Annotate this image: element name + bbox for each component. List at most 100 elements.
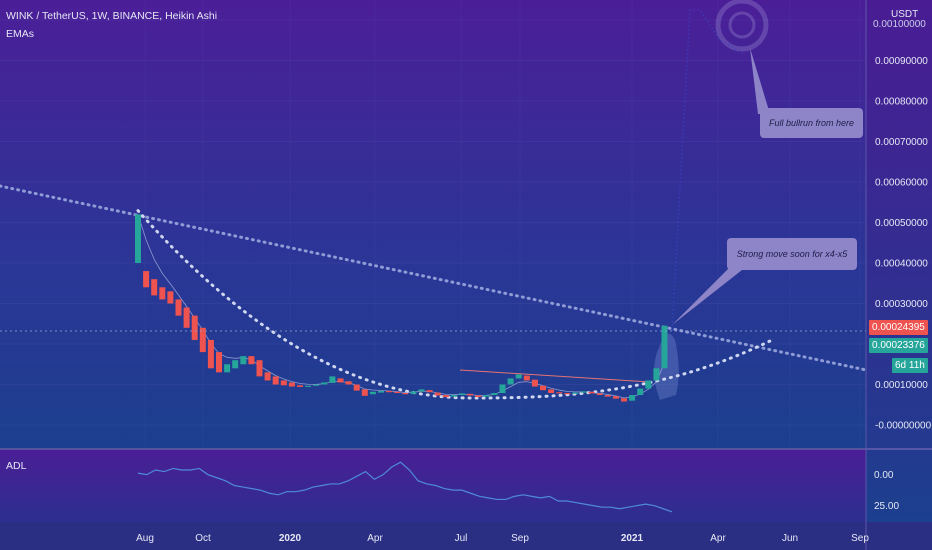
candle <box>361 389 368 396</box>
ema-price-badge: 0.00023376 <box>869 338 928 353</box>
time-tick: Oct <box>195 533 211 544</box>
time-axis-ticks: Aug Oct 2020 Apr Jul Sep 2021 Apr Jun Sep <box>136 533 869 544</box>
parabolic-curve[interactable] <box>136 9 772 400</box>
time-tick: Apr <box>710 533 726 544</box>
price-tick: 0.00040000 <box>875 259 928 270</box>
candle <box>564 393 571 395</box>
candle <box>588 391 595 394</box>
candle <box>434 392 441 396</box>
candle <box>580 391 587 393</box>
time-tick: 2021 <box>621 533 644 544</box>
candle <box>143 271 150 288</box>
candle <box>548 389 555 394</box>
main-pane-bg <box>0 0 866 448</box>
projection-path <box>671 9 746 331</box>
price-unit: USDT <box>891 9 918 20</box>
candle <box>556 392 563 394</box>
descending-trendline[interactable] <box>0 184 868 372</box>
candle <box>604 395 611 397</box>
candle <box>596 393 603 396</box>
time-tick: Sep <box>511 533 529 544</box>
candle <box>159 287 166 300</box>
callout-full-bullrun[interactable]: Full bullrun from here <box>760 108 863 138</box>
candle <box>183 307 190 328</box>
price-axis-ticks: 0.00090000 0.00080000 0.00070000 0.00060000… <box>875 56 932 432</box>
candle <box>483 395 490 397</box>
parabola-path[interactable] <box>136 209 772 400</box>
candle <box>450 395 457 397</box>
adl-label[interactable]: ADL <box>6 460 27 472</box>
callout-strong-move[interactable]: Strong move soon for x4-x5 <box>727 238 857 270</box>
price-tick: 0.00070000 <box>875 137 928 148</box>
candle <box>426 390 433 393</box>
candle <box>629 395 636 401</box>
symbol-title[interactable]: WINK / TetherUS, 1W, BINANCE, Heikin Ash… <box>6 10 218 22</box>
candle <box>175 299 182 316</box>
adl-tick-0: 0.00 <box>874 470 894 481</box>
time-tick: Aug <box>136 533 154 544</box>
ema-segment <box>459 369 651 383</box>
candle <box>321 382 328 385</box>
candle <box>442 395 449 398</box>
candle <box>280 380 287 386</box>
candle <box>612 396 619 399</box>
price-tick: 0.00050000 <box>875 218 928 229</box>
candle <box>661 325 668 369</box>
candle <box>353 384 360 391</box>
candle <box>515 374 522 379</box>
candle <box>531 379 538 387</box>
partial-top-tick: 0.00100000 <box>873 19 926 30</box>
price-tick: 0.00080000 <box>875 97 928 108</box>
price-tick: 0.00010000 <box>875 380 928 391</box>
time-tick: Jul <box>455 533 468 544</box>
candle <box>467 393 474 396</box>
candle <box>637 388 644 396</box>
time-tick: Apr <box>367 533 383 544</box>
candle <box>135 214 141 263</box>
candle <box>288 382 295 387</box>
price-tick: -0.00000000 <box>875 421 932 432</box>
candle <box>272 376 279 385</box>
candle <box>394 391 401 394</box>
candle <box>572 392 579 394</box>
candle <box>402 393 409 395</box>
trendline-path[interactable] <box>0 184 868 372</box>
candle <box>386 390 393 393</box>
indicator-label[interactable]: EMAs <box>6 28 35 40</box>
candle <box>459 393 465 396</box>
price-tick: 0.00030000 <box>875 299 928 310</box>
candle <box>224 364 231 373</box>
candle <box>653 368 660 381</box>
adl-tick-1: 25.00 <box>874 501 899 512</box>
time-axis-bg[interactable] <box>0 522 932 550</box>
adl-line <box>137 461 673 513</box>
callout-pointer-strong <box>672 265 742 325</box>
candle <box>232 360 239 369</box>
candle <box>621 398 627 402</box>
candle <box>313 384 320 386</box>
candle <box>248 356 255 365</box>
candle <box>499 384 506 394</box>
candle <box>345 381 352 385</box>
sub-pane-bg <box>0 450 866 522</box>
ema-line <box>137 214 665 399</box>
candle <box>523 375 530 381</box>
time-tick: Sep <box>851 533 869 544</box>
candle <box>199 327 206 353</box>
time-tick: 2020 <box>279 533 302 544</box>
candle <box>329 376 336 383</box>
price-axis-bg[interactable] <box>866 0 932 522</box>
candle <box>645 380 652 389</box>
last-price-badge: 0.00024395 <box>869 320 928 335</box>
candle <box>216 352 222 373</box>
grid-lines <box>0 0 866 448</box>
ema-path <box>137 214 665 399</box>
time-tick: Jun <box>782 533 798 544</box>
candle <box>305 385 312 387</box>
candle <box>491 393 498 396</box>
watermark-logo-icon <box>715 0 769 52</box>
candle <box>167 291 174 304</box>
candle <box>369 391 376 395</box>
price-tick: 0.00060000 <box>875 178 928 189</box>
